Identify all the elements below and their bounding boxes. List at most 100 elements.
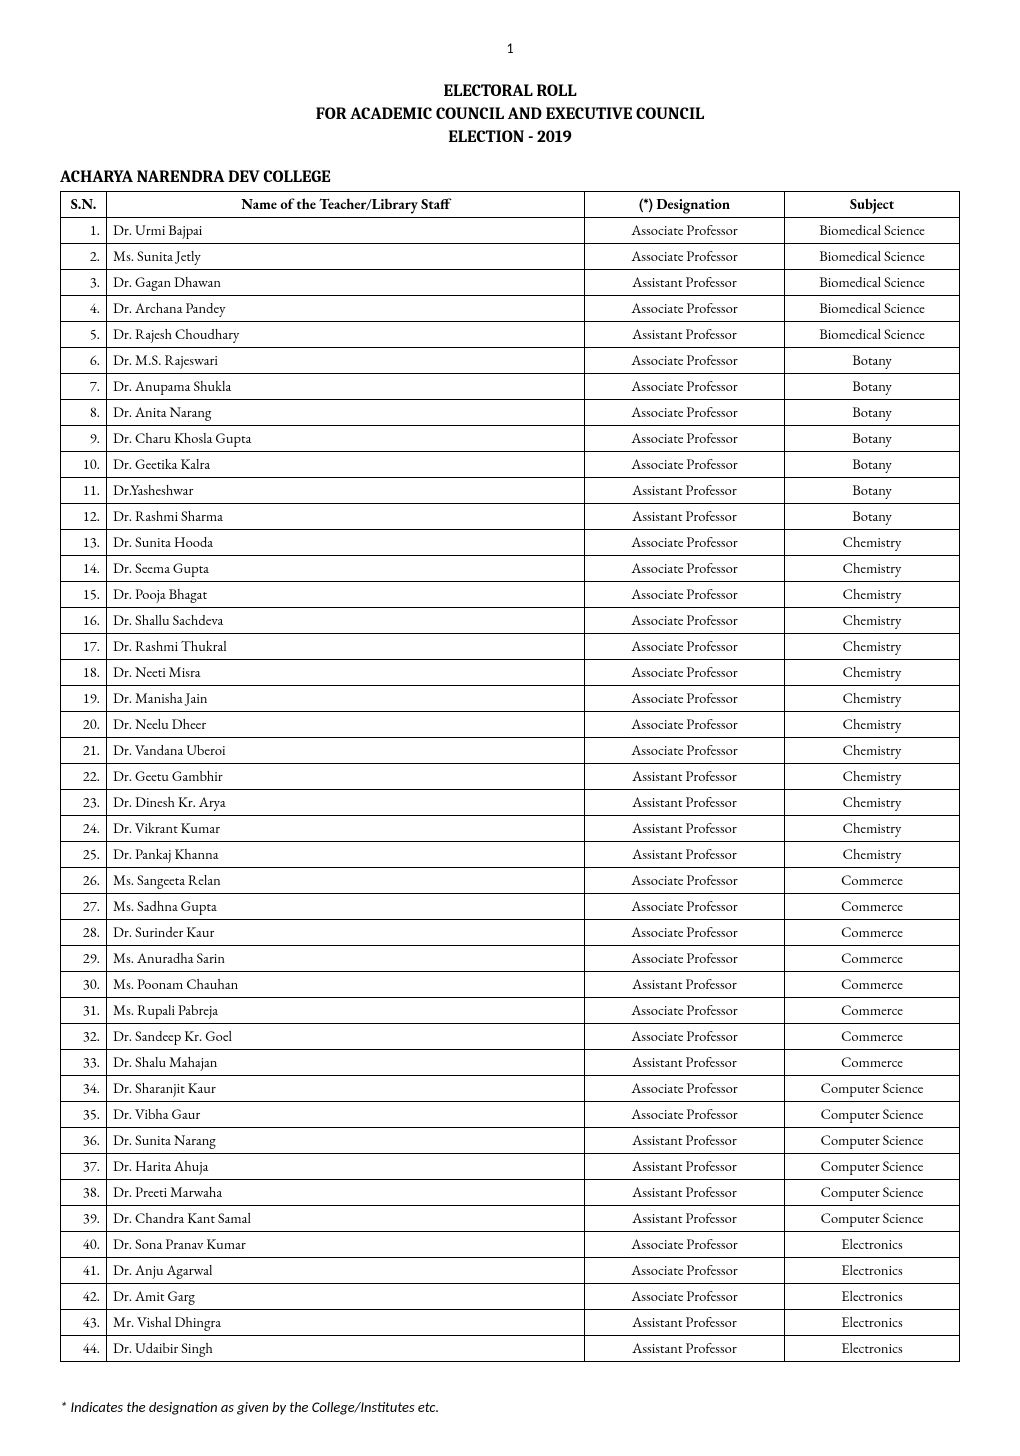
table-row: 14.Dr. Seema GuptaAssociate ProfessorChe… [61,555,960,581]
table-cell: Ms. Poonam Chauhan [107,971,585,997]
col-header-designation: (*) Designation [585,191,785,217]
footnote: * Indicates the designation as given by … [60,1398,960,1416]
table-row: 12.Dr. Rashmi SharmaAssistant ProfessorB… [61,503,960,529]
table-cell: Botany [785,347,960,373]
table-cell: Associate Professor [585,919,785,945]
table-cell: Dr. Shalu Mahajan [107,1049,585,1075]
table-cell: Dr. Vandana Uberoi [107,737,585,763]
table-cell: Dr. Neelu Dheer [107,711,585,737]
table-cell: 17. [61,633,107,659]
table-cell: Dr. Udaibir Singh [107,1335,585,1361]
table-cell: Associate Professor [585,685,785,711]
table-cell: Botany [785,373,960,399]
table-row: 4.Dr. Archana PandeyAssociate ProfessorB… [61,295,960,321]
table-cell: Chemistry [785,711,960,737]
table-cell: Dr. Surinder Kaur [107,919,585,945]
table-row: 38.Dr. Preeti MarwahaAssistant Professor… [61,1179,960,1205]
table-cell: 5. [61,321,107,347]
table-row: 21.Dr. Vandana UberoiAssociate Professor… [61,737,960,763]
table-cell: Botany [785,451,960,477]
table-row: 36.Dr. Sunita NarangAssistant ProfessorC… [61,1127,960,1153]
table-cell: Chemistry [785,815,960,841]
table-cell: Ms. Rupali Pabreja [107,997,585,1023]
table-cell: Chemistry [785,763,960,789]
table-row: 42.Dr. Amit GargAssociate ProfessorElect… [61,1283,960,1309]
table-cell: 16. [61,607,107,633]
table-cell: Biomedical Science [785,269,960,295]
table-cell: Dr. Sandeep Kr. Goel [107,1023,585,1049]
table-cell: 11. [61,477,107,503]
table-cell: 32. [61,1023,107,1049]
table-cell: Dr. Gagan Dhawan [107,269,585,295]
table-row: 6.Dr. M.S. RajeswariAssociate ProfessorB… [61,347,960,373]
table-cell: 21. [61,737,107,763]
table-cell: Biomedical Science [785,321,960,347]
table-cell: Associate Professor [585,867,785,893]
table-cell: Commerce [785,867,960,893]
table-cell: Assistant Professor [585,971,785,997]
table-cell: Dr.Yasheshwar [107,477,585,503]
table-row: 13.Dr. Sunita HoodaAssociate ProfessorCh… [61,529,960,555]
table-row: 22.Dr. Geetu GambhirAssistant ProfessorC… [61,763,960,789]
col-header-subject: Subject [785,191,960,217]
table-cell: Botany [785,477,960,503]
table-cell: Dr. Neeti Misra [107,659,585,685]
table-cell: Ms. Sunita Jetly [107,243,585,269]
table-cell: 35. [61,1101,107,1127]
table-cell: Dr. Amit Garg [107,1283,585,1309]
table-cell: 2. [61,243,107,269]
table-cell: 38. [61,1179,107,1205]
table-cell: Chemistry [785,685,960,711]
table-cell: Associate Professor [585,737,785,763]
table-row: 11.Dr.YasheshwarAssistant ProfessorBotan… [61,477,960,503]
table-cell: Dr. Anita Narang [107,399,585,425]
table-row: 24.Dr. Vikrant KumarAssistant ProfessorC… [61,815,960,841]
table-cell: Assistant Professor [585,1309,785,1335]
table-cell: Associate Professor [585,555,785,581]
table-row: 28.Dr. Surinder KaurAssociate ProfessorC… [61,919,960,945]
table-cell: Dr. Rashmi Sharma [107,503,585,529]
table-row: 40.Dr. Sona Pranav KumarAssociate Profes… [61,1231,960,1257]
table-cell: Mr. Vishal Dhingra [107,1309,585,1335]
table-cell: Chemistry [785,581,960,607]
table-cell: 4. [61,295,107,321]
table-cell: 7. [61,373,107,399]
table-cell: 3. [61,269,107,295]
table-cell: Associate Professor [585,893,785,919]
table-row: 37.Dr. Harita AhujaAssistant ProfessorCo… [61,1153,960,1179]
table-cell: Chemistry [785,607,960,633]
table-cell: Electronics [785,1335,960,1361]
table-cell: Chemistry [785,555,960,581]
table-cell: Dr. Charu Khosla Gupta [107,425,585,451]
col-header-sn: S.N. [61,191,107,217]
table-row: 8.Dr. Anita NarangAssociate ProfessorBot… [61,399,960,425]
table-cell: Associate Professor [585,945,785,971]
table-cell: 39. [61,1205,107,1231]
table-row: 10.Dr. Geetika KalraAssociate ProfessorB… [61,451,960,477]
electoral-roll-table: S.N. Name of the Teacher/Library Staff (… [60,191,960,1362]
table-row: 19.Dr. Manisha JainAssociate ProfessorCh… [61,685,960,711]
table-row: 43.Mr. Vishal DhingraAssistant Professor… [61,1309,960,1335]
table-cell: Dr. Chandra Kant Samal [107,1205,585,1231]
table-cell: 37. [61,1153,107,1179]
table-cell: Electronics [785,1257,960,1283]
table-cell: Assistant Professor [585,763,785,789]
table-row: 2.Ms. Sunita JetlyAssociate ProfessorBio… [61,243,960,269]
table-cell: Dr. Anju Agarwal [107,1257,585,1283]
table-cell: Commerce [785,893,960,919]
table-cell: Assistant Professor [585,1127,785,1153]
table-cell: Dr. Anupama Shukla [107,373,585,399]
table-cell: 12. [61,503,107,529]
table-cell: Associate Professor [585,633,785,659]
table-cell: 22. [61,763,107,789]
table-row: 30.Ms. Poonam ChauhanAssistant Professor… [61,971,960,997]
table-cell: Assistant Professor [585,321,785,347]
table-cell: 29. [61,945,107,971]
table-cell: Dr. Geetika Kalra [107,451,585,477]
table-cell: Associate Professor [585,243,785,269]
table-row: 18.Dr. Neeti MisraAssociate ProfessorChe… [61,659,960,685]
table-cell: Dr. Sunita Narang [107,1127,585,1153]
table-cell: 43. [61,1309,107,1335]
table-cell: Associate Professor [585,1257,785,1283]
table-cell: 8. [61,399,107,425]
